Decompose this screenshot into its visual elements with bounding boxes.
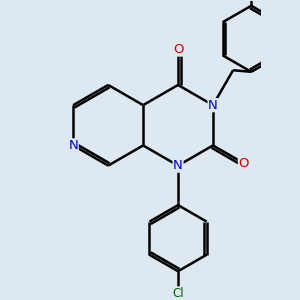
- Text: Cl: Cl: [172, 287, 184, 300]
- Text: N: N: [208, 99, 218, 112]
- Text: O: O: [173, 43, 183, 56]
- Text: N: N: [68, 139, 78, 152]
- Text: O: O: [238, 157, 249, 170]
- Text: N: N: [173, 159, 183, 172]
